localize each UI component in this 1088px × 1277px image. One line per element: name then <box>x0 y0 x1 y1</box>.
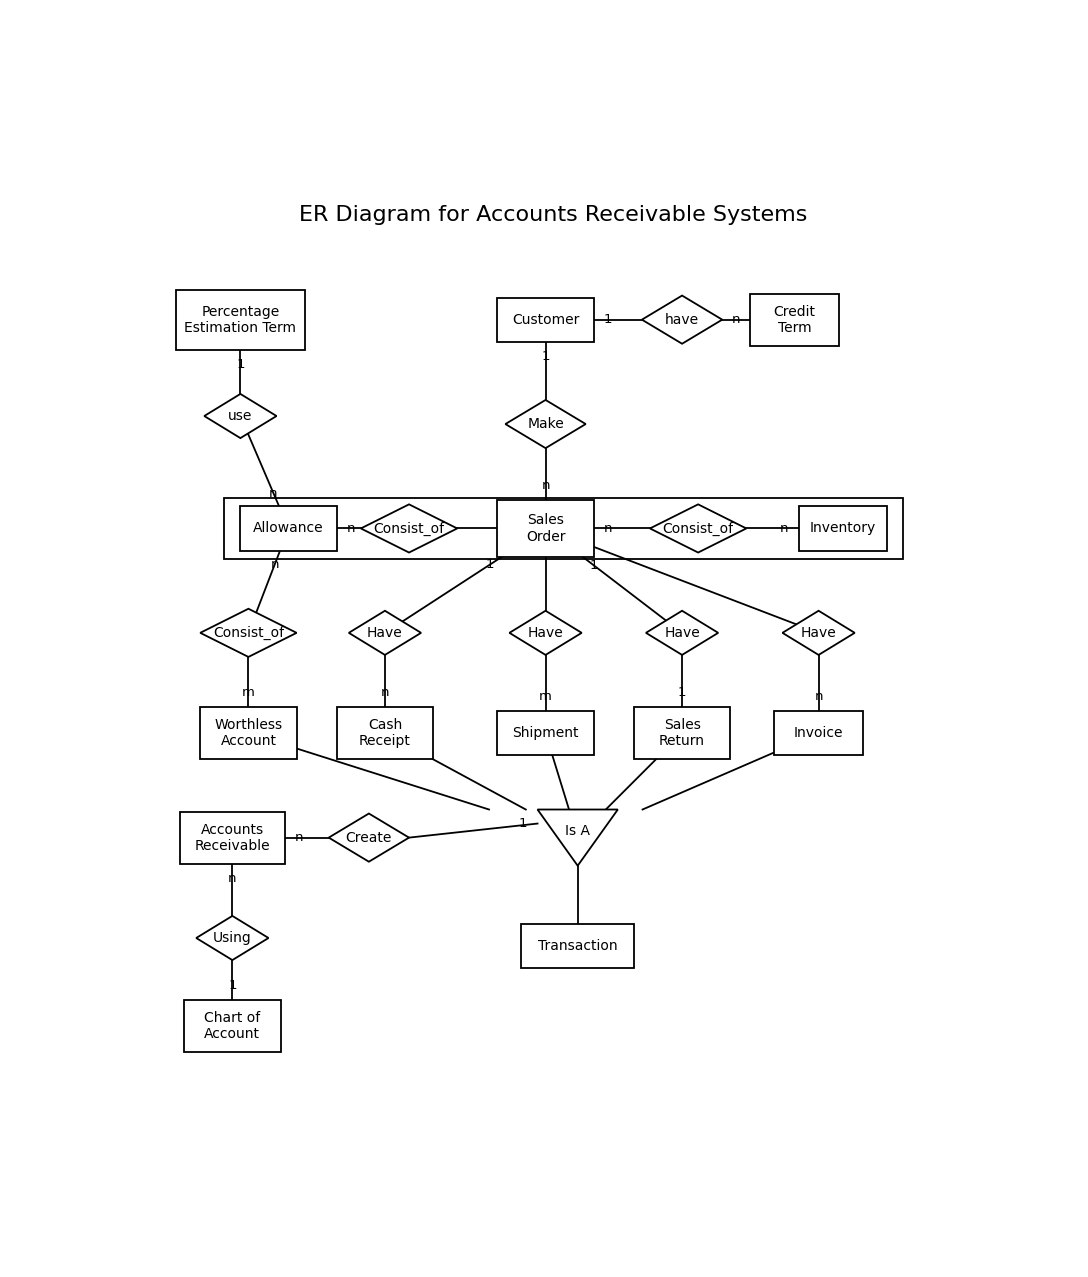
Text: Transaction: Transaction <box>537 939 618 953</box>
Text: Consist_of: Consist_of <box>373 521 445 535</box>
Text: 1: 1 <box>236 358 245 370</box>
Text: n: n <box>542 479 549 493</box>
Text: Make: Make <box>528 418 564 432</box>
Text: 1: 1 <box>604 313 613 326</box>
Text: Credit
Term: Credit Term <box>774 304 816 335</box>
Text: n: n <box>228 872 236 885</box>
Text: n: n <box>271 558 280 571</box>
Text: 1: 1 <box>519 817 528 830</box>
Bar <box>634 707 730 760</box>
Text: n: n <box>347 522 356 535</box>
Bar <box>337 707 433 760</box>
Text: Have: Have <box>367 626 403 640</box>
Bar <box>775 711 863 755</box>
Polygon shape <box>361 504 457 553</box>
Text: Invoice: Invoice <box>794 727 843 741</box>
Bar <box>181 811 285 863</box>
Text: n: n <box>780 522 789 535</box>
Text: 1: 1 <box>678 686 687 700</box>
Bar <box>799 507 887 550</box>
Bar <box>240 507 337 550</box>
Text: 1: 1 <box>542 350 549 363</box>
Polygon shape <box>329 813 409 862</box>
Text: n: n <box>604 522 613 535</box>
Text: Chart of
Account: Chart of Account <box>205 1011 260 1042</box>
Text: Allowance: Allowance <box>254 521 324 535</box>
Text: 1: 1 <box>486 558 494 571</box>
Polygon shape <box>506 400 585 448</box>
Text: Have: Have <box>528 626 564 640</box>
Polygon shape <box>200 609 297 656</box>
Polygon shape <box>646 610 718 655</box>
Text: Inventory: Inventory <box>809 521 876 535</box>
Text: Consist_of: Consist_of <box>663 521 733 535</box>
Text: n: n <box>381 686 390 700</box>
Bar <box>497 298 594 342</box>
Text: Sales
Return: Sales Return <box>659 718 705 748</box>
Text: use: use <box>228 409 252 423</box>
Polygon shape <box>537 810 618 866</box>
Text: ER Diagram for Accounts Receivable Systems: ER Diagram for Accounts Receivable Syste… <box>299 206 807 225</box>
Text: Customer: Customer <box>511 313 579 327</box>
Bar <box>200 707 297 760</box>
Polygon shape <box>509 610 582 655</box>
Text: Percentage
Estimation Term: Percentage Estimation Term <box>184 304 296 335</box>
Text: Have: Have <box>664 626 700 640</box>
Text: Cash
Receipt: Cash Receipt <box>359 718 411 748</box>
Bar <box>184 1000 281 1052</box>
Bar <box>497 711 594 755</box>
Text: n: n <box>269 487 277 499</box>
Text: n: n <box>814 690 823 704</box>
Polygon shape <box>650 504 746 553</box>
Bar <box>176 290 305 350</box>
Text: Worthless
Account: Worthless Account <box>214 718 283 748</box>
Text: have: have <box>665 313 700 327</box>
Text: n: n <box>731 313 740 326</box>
Bar <box>497 501 594 557</box>
Text: Accounts
Receivable: Accounts Receivable <box>195 822 270 853</box>
Text: Consist_of: Consist_of <box>213 626 284 640</box>
Bar <box>751 294 839 346</box>
Bar <box>521 925 634 968</box>
Bar <box>224 498 903 559</box>
Polygon shape <box>642 295 722 344</box>
Text: m: m <box>242 686 255 700</box>
Text: Using: Using <box>213 931 251 945</box>
Text: Have: Have <box>801 626 837 640</box>
Text: Is A: Is A <box>565 824 590 838</box>
Text: 1: 1 <box>590 559 598 572</box>
Polygon shape <box>196 916 269 960</box>
Text: 1: 1 <box>228 979 236 992</box>
Polygon shape <box>205 393 276 438</box>
Text: Shipment: Shipment <box>512 727 579 741</box>
Text: Sales
Order: Sales Order <box>526 513 566 544</box>
Polygon shape <box>349 610 421 655</box>
Polygon shape <box>782 610 855 655</box>
Text: m: m <box>540 690 552 704</box>
Text: Create: Create <box>346 830 392 844</box>
Text: n: n <box>295 831 304 844</box>
